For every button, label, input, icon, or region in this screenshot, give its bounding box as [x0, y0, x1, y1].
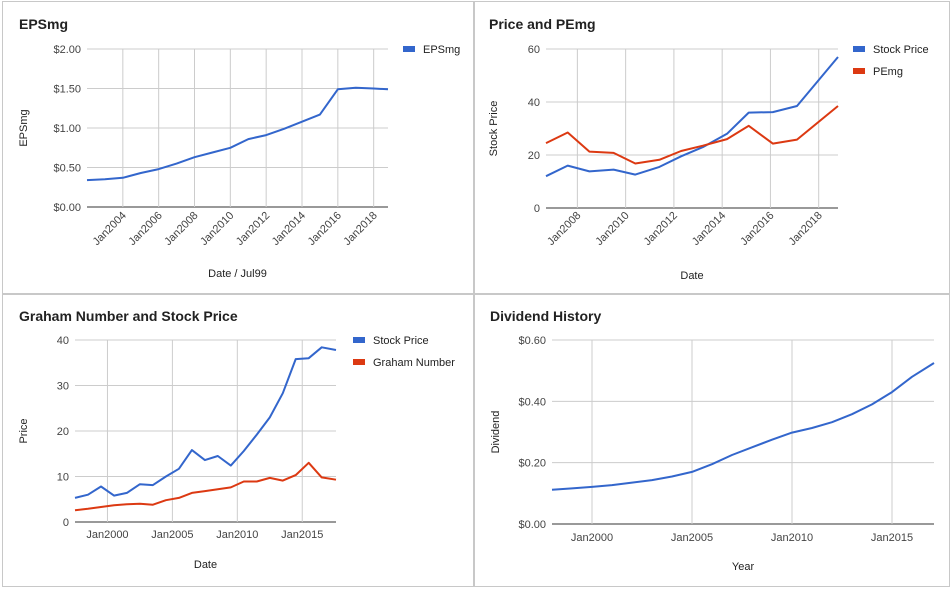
series-line-epsmg [86, 86, 389, 182]
x-tick-label: Jan2015 [281, 529, 323, 541]
y-tick-label: $1.50 [53, 84, 81, 96]
chart-title: Price and PEmg [489, 16, 596, 32]
y-tick-label: $0.00 [518, 519, 546, 531]
x-axis-label: Year [732, 561, 755, 573]
x-axis-label: Date [680, 270, 703, 282]
x-tick-label: Jan2004 [91, 210, 129, 248]
legend-label-pemg: PEmg [873, 66, 903, 78]
chart-panel-price-pe: Price and PEmg 0 20 40 60 Jan2008 Jan2010 Jan20… [474, 1, 950, 294]
dividend-chart-svg: Dividend History $0.00 $0.20 $0.40 $0.60 Jan2… [490, 308, 935, 573]
chart-title: Graham Number and Stock Price [19, 308, 238, 324]
series-line-dividend [551, 362, 935, 491]
x-tick-label: Jan2000 [571, 532, 613, 544]
series-line-graham-number [74, 461, 337, 512]
chart-title: EPSmg [19, 16, 68, 32]
y-tick-label: $2.00 [53, 44, 81, 56]
y-tick-label: 60 [528, 44, 540, 56]
legend-swatch-graham-number [353, 359, 365, 365]
x-tick-label: Jan2006 [126, 210, 164, 248]
x-tick-label: Jan2014 [270, 210, 308, 248]
chart-panel-graham: Graham Number and Stock Price 0 10 20 30 40 Ja… [2, 294, 474, 587]
x-axis-label: Date [194, 559, 217, 571]
legend-swatch-epsmg [403, 46, 415, 52]
y-axis-label: Price [18, 418, 30, 443]
legend-swatch-pemg [853, 68, 865, 74]
x-tick-label: Jan2012 [234, 210, 272, 248]
x-tick-label: Jan2015 [871, 532, 913, 544]
y-axis-label: Stock Price [488, 101, 500, 157]
series-line-pemg [545, 105, 839, 165]
graham-chart-svg: Graham Number and Stock Price 0 10 20 30 40 Ja… [18, 308, 455, 571]
y-tick-label: $0.60 [518, 335, 546, 347]
x-tick-label: Jan2018 [341, 210, 379, 248]
price-pe-chart-svg: Price and PEmg 0 20 40 60 Jan2008 Jan2010 Jan20… [488, 16, 929, 282]
x-tick-label: Jan2016 [306, 210, 344, 248]
series-line-stock-price [74, 346, 337, 499]
x-tick-label: Jan2012 [642, 210, 680, 248]
y-tick-label: 40 [528, 97, 540, 109]
x-tick-label: Jan2010 [593, 210, 631, 248]
x-tick-label: Jan2010 [198, 210, 236, 248]
chart-panel-eps: EPSmg $0.00 $0.50 $1.00 $1.50 $2.00 Jan2004 Jan… [2, 1, 474, 294]
y-tick-label: 20 [528, 150, 540, 162]
x-tick-label: Jan2016 [738, 210, 776, 248]
legend-swatch-stock-price [853, 46, 865, 52]
y-tick-label: 40 [57, 335, 69, 347]
y-tick-label: 30 [57, 381, 69, 393]
x-tick-label: Jan2008 [545, 210, 583, 248]
legend-label-graham-number: Graham Number [373, 357, 455, 369]
x-tick-label: Jan2005 [671, 532, 713, 544]
y-axis-label: Dividend [490, 411, 502, 454]
x-tick-label: Jan2008 [162, 210, 200, 248]
legend-swatch-stock-price [353, 337, 365, 343]
y-tick-label: 0 [63, 517, 69, 529]
y-tick-label: $0.00 [53, 202, 81, 214]
y-tick-label: $0.40 [518, 396, 546, 408]
x-tick-label: Jan2000 [86, 529, 128, 541]
eps-chart-svg: EPSmg$0.00$0.50$1.00$1.50$2.00Jan2004Jan… [18, 16, 460, 280]
y-tick-label: 20 [57, 426, 69, 438]
x-tick-label: Jan2005 [151, 529, 193, 541]
x-tick-label: Jan2014 [690, 210, 728, 248]
chart-title: Dividend History [490, 308, 601, 324]
x-axis-label: Date / Jul99 [208, 268, 267, 280]
legend-label-stock-price: Stock Price [373, 335, 429, 347]
y-tick-label: 0 [534, 203, 540, 215]
x-tick-label: Jan2010 [771, 532, 813, 544]
chart-panel-dividend: Dividend History $0.00 $0.20 $0.40 $0.60 Jan2… [474, 294, 950, 587]
y-tick-label: $0.20 [518, 458, 546, 470]
legend-label-stock-price: Stock Price [873, 44, 929, 56]
x-tick-label: Jan2018 [786, 210, 824, 248]
y-axis-label: EPSmg [18, 109, 30, 146]
series-line-stock-price [545, 56, 839, 178]
y-tick-label: $0.50 [53, 163, 81, 175]
y-tick-label: $1.00 [53, 123, 81, 135]
legend-label-epsmg: EPSmg [423, 44, 460, 56]
y-tick-label: 10 [57, 472, 69, 484]
x-tick-label: Jan2010 [216, 529, 258, 541]
